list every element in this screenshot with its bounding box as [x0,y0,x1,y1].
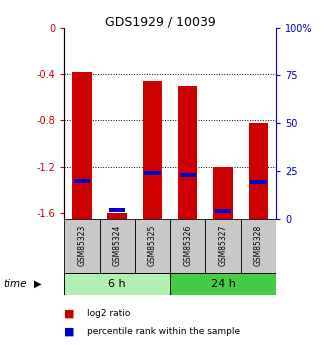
Bar [108,213,127,219]
Text: GSM85326: GSM85326 [183,225,192,266]
Text: ■: ■ [64,309,75,319]
Bar [178,86,197,219]
Bar [135,219,170,273]
Bar [64,273,170,295]
Text: percentile rank within the sample: percentile rank within the sample [87,327,240,336]
Bar [205,219,241,273]
Bar [144,170,161,175]
Bar [72,72,91,219]
Text: GSM85327: GSM85327 [219,225,228,266]
Bar [241,219,276,273]
Text: time: time [3,279,27,289]
Bar [143,81,162,219]
Bar [100,219,135,273]
Text: ▶: ▶ [34,279,41,289]
Text: 6 h: 6 h [108,279,126,289]
Text: log2 ratio: log2 ratio [87,309,130,318]
Bar [249,123,268,219]
Text: GSM85323: GSM85323 [77,225,86,266]
Text: GSM85328: GSM85328 [254,225,263,266]
Bar [215,209,231,213]
Bar [74,179,90,183]
Bar [250,180,267,184]
Text: 24 h: 24 h [211,279,236,289]
Bar [170,273,276,295]
Bar [64,219,100,273]
Text: GDS1929 / 10039: GDS1929 / 10039 [105,16,216,29]
Text: GSM85325: GSM85325 [148,225,157,266]
Bar [109,208,126,212]
Bar [213,167,233,219]
Bar [179,173,196,177]
Bar [170,219,205,273]
Text: ■: ■ [64,326,75,336]
Text: GSM85324: GSM85324 [113,225,122,266]
